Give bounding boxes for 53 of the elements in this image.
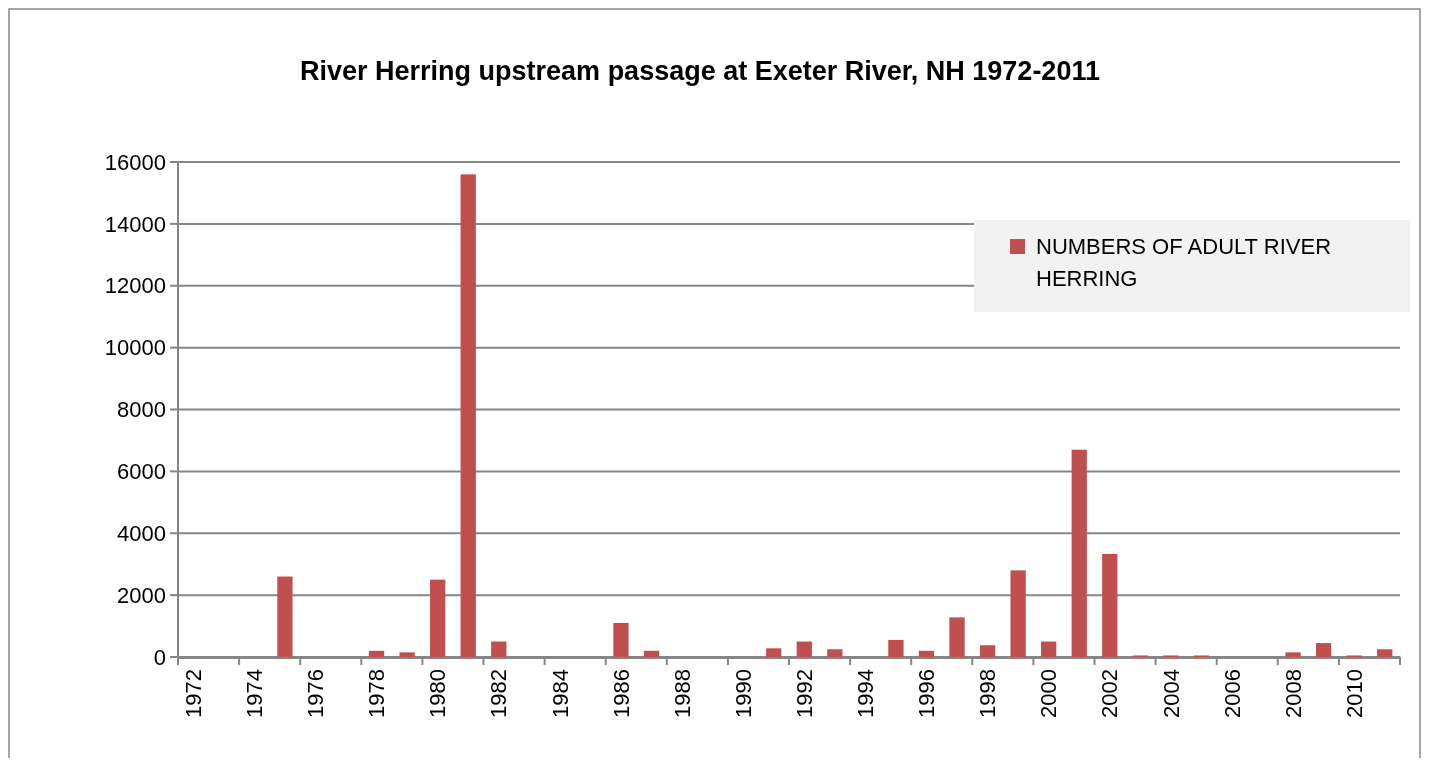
bar bbox=[491, 641, 507, 657]
x-tick-label: 1978 bbox=[364, 669, 390, 718]
x-tick-label: 2010 bbox=[1341, 669, 1367, 718]
bar bbox=[1102, 553, 1118, 657]
bar bbox=[277, 576, 293, 657]
x-tick-label: 2002 bbox=[1097, 669, 1123, 718]
bar bbox=[643, 650, 660, 657]
x-tick-label: 2004 bbox=[1158, 669, 1184, 718]
x-tick-label: 1974 bbox=[242, 669, 268, 718]
legend-label: NUMBERS OF ADULT RIVER HERRING bbox=[1036, 234, 1332, 291]
bar bbox=[766, 648, 782, 657]
x-tick-label: 1988 bbox=[669, 669, 695, 718]
y-tick-label: 8000 bbox=[117, 397, 166, 423]
bar bbox=[796, 641, 812, 657]
bar bbox=[613, 622, 629, 657]
bar bbox=[979, 645, 996, 657]
y-tick-label: 4000 bbox=[117, 520, 166, 546]
bar bbox=[368, 650, 385, 657]
x-tick-label: 1984 bbox=[547, 669, 573, 718]
bar bbox=[399, 652, 415, 657]
y-tick-label: 0 bbox=[153, 644, 166, 670]
x-tick-label: 1992 bbox=[791, 669, 817, 718]
y-tick-label: 14000 bbox=[104, 211, 166, 237]
bar bbox=[827, 649, 843, 657]
x-tick-label: 1972 bbox=[180, 669, 206, 718]
bar bbox=[1315, 643, 1332, 657]
chart-title: River Herring upstream passage at Exeter River, NH 1972-2011 bbox=[300, 56, 1100, 86]
bar bbox=[1010, 570, 1026, 657]
bar bbox=[949, 617, 965, 657]
y-tick-label: 2000 bbox=[117, 582, 166, 608]
x-tick-label: 1994 bbox=[853, 669, 879, 718]
bar bbox=[888, 639, 904, 657]
x-tick-label: 1976 bbox=[303, 669, 329, 718]
y-tick-label: 16000 bbox=[104, 149, 166, 175]
bar bbox=[918, 650, 935, 657]
bar bbox=[430, 579, 446, 657]
bar bbox=[1041, 641, 1057, 657]
x-tick-label: 2008 bbox=[1280, 669, 1306, 718]
x-tick-label: 1982 bbox=[486, 669, 512, 718]
y-tick-label: 10000 bbox=[104, 335, 166, 361]
x-tick-label: 1980 bbox=[425, 669, 451, 718]
x-tick-label: 1990 bbox=[730, 669, 756, 718]
bar bbox=[460, 174, 476, 657]
x-tick-label: 1996 bbox=[914, 669, 940, 718]
y-tick-label: 12000 bbox=[104, 273, 166, 299]
bar bbox=[1071, 449, 1087, 657]
x-tick-label: 1998 bbox=[975, 669, 1001, 718]
bar bbox=[1377, 649, 1393, 657]
x-tick-label: 2000 bbox=[1036, 669, 1062, 718]
bar bbox=[1285, 652, 1301, 657]
y-tick-label: 6000 bbox=[117, 459, 166, 485]
x-tick-label: 1986 bbox=[608, 669, 634, 718]
x-tick-label: 2006 bbox=[1219, 669, 1245, 718]
